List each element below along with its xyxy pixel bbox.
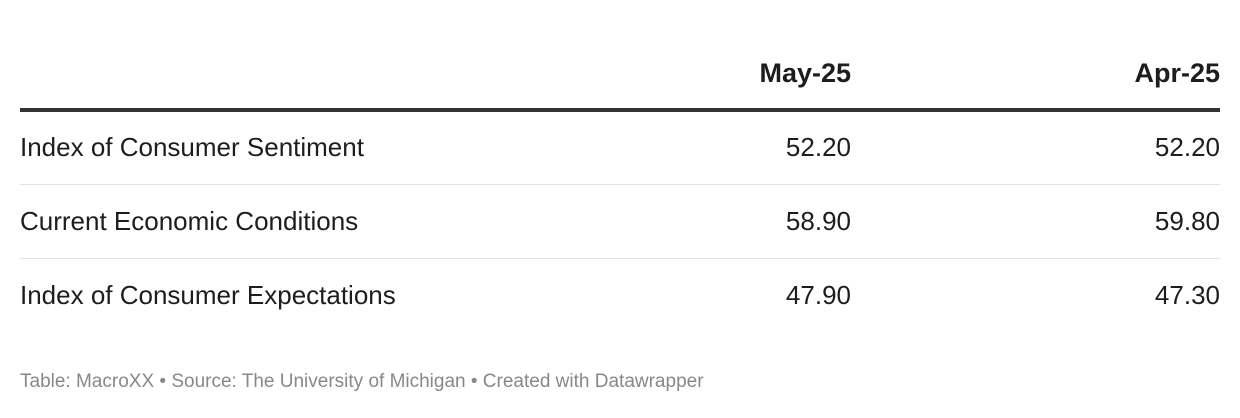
cell-consumer-expectations-apr-25: 47.30	[1154, 279, 1220, 310]
cell-consumer-sentiment-may-25: 52.20	[650, 110, 851, 185]
table-row: Index of Consumer Expectations 47.90 47.…	[20, 258, 1220, 332]
cell-consumer-sentiment-apr-25: 52.20	[851, 110, 1220, 185]
header-apr-25: Apr-25	[851, 0, 1220, 112]
header-row: May-25 Apr-25	[20, 0, 1220, 112]
table-header: May-25 Apr-25	[20, 0, 1220, 112]
table-body: Index of Consumer Sentiment 52.20 52.20 …	[20, 110, 1220, 332]
header-label-column	[20, 0, 650, 112]
cell-consumer-expectations-may-25: 47.90	[785, 279, 851, 310]
data-table-container: May-25 Apr-25 Index of Consumer Sentimen…	[20, 0, 1220, 332]
consumer-sentiment-table: May-25 Apr-25 Index of Consumer Sentimen…	[20, 0, 1220, 332]
table-row: Current Economic Conditions 58.90 59.80	[20, 184, 1220, 259]
row-label-current-economic-conditions: Current Economic Conditions	[20, 184, 650, 259]
header-may-25: May-25	[650, 0, 851, 112]
table-row: Index of Consumer Sentiment 52.20 52.20	[20, 110, 1220, 185]
table-footer-notes: Table: MacroXX • Source: The University …	[20, 371, 704, 392]
row-label-consumer-sentiment: Index of Consumer Sentiment	[20, 110, 650, 185]
cell-current-economic-conditions-may-25: 58.90	[650, 184, 851, 259]
cell-current-economic-conditions-apr-25: 59.80	[851, 184, 1220, 259]
row-label-consumer-expectations: Index of Consumer Expectations	[20, 279, 396, 310]
